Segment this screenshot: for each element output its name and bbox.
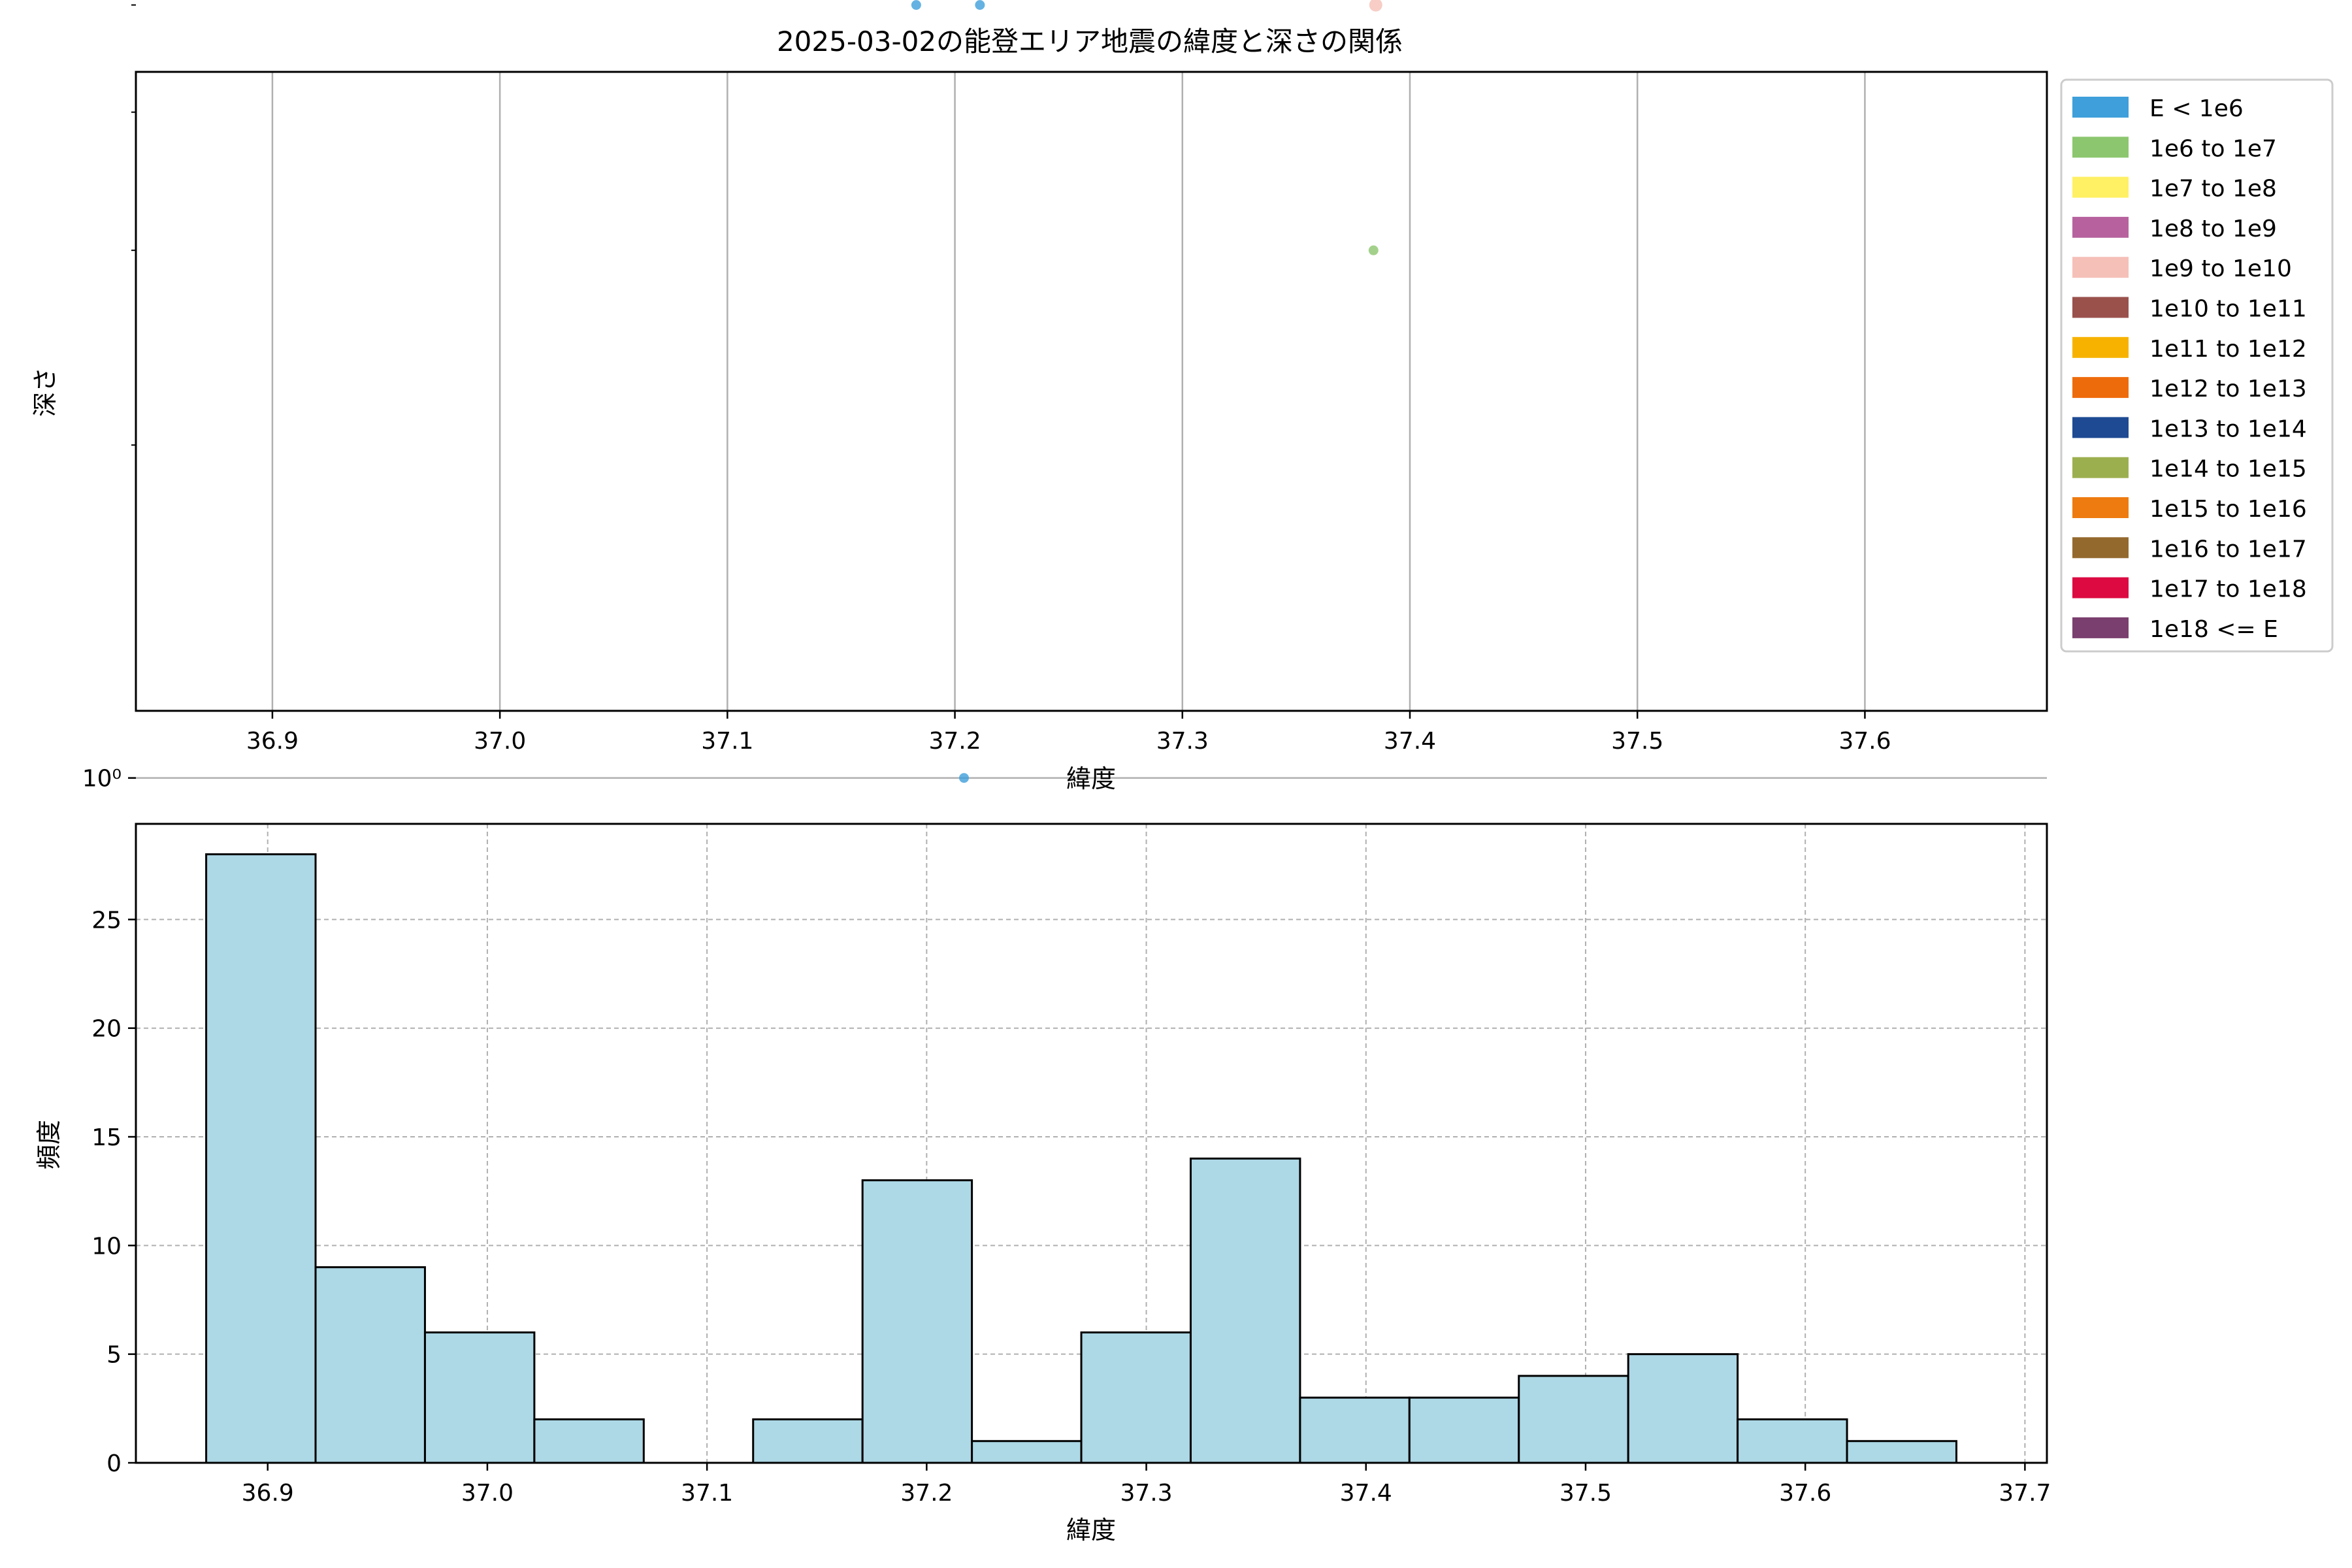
hist-bar bbox=[1080, 1331, 1192, 1464]
hist-bar bbox=[1189, 1157, 1301, 1464]
scatter-x-tick-label: 37.1 bbox=[701, 728, 753, 755]
scatter-x-tick-label: 37.5 bbox=[1611, 728, 1663, 755]
hist-x-tick-label: 37.2 bbox=[900, 1480, 953, 1507]
hist-y-ticks: 0 5 10 15 20 25 bbox=[91, 907, 136, 1477]
scatter-y-tick-label: 10⁰ bbox=[82, 766, 122, 792]
hist-bar bbox=[861, 1179, 973, 1464]
scatter-x-tick-label: 37.3 bbox=[1156, 728, 1209, 755]
scatter-x-tick-label: 37.2 bbox=[928, 728, 981, 755]
legend-label: 1e18 <= E bbox=[2149, 616, 2278, 643]
scatter-legend: E < 1e6 1e6 to 1e7 1e7 to 1e8 1e8 to 1e9 1e9… bbox=[2060, 78, 2334, 653]
legend-swatch bbox=[2072, 257, 2129, 278]
scatter-x-ticks: 36.9 37.0 37.1 37.2 37.3 37.4 37.5 37.6 bbox=[246, 711, 1891, 755]
legend-swatch bbox=[2072, 577, 2129, 598]
hist-x-tick-label: 37.6 bbox=[1779, 1480, 1831, 1507]
hist-x-tick-label: 37.7 bbox=[1999, 1480, 2051, 1507]
legend-label: 1e15 to 1e16 bbox=[2149, 496, 2307, 523]
scatter-plot-frame bbox=[135, 71, 2048, 712]
hist-x-axis-label: 緯度 bbox=[1066, 1516, 1116, 1544]
hist-bar bbox=[1627, 1353, 1739, 1464]
hist-y-tick-label: 5 bbox=[106, 1342, 122, 1369]
scatter-point bbox=[975, 0, 985, 10]
hist-bar bbox=[423, 1331, 536, 1464]
legend-swatch bbox=[2072, 417, 2129, 438]
legend-label: 1e14 to 1e15 bbox=[2149, 456, 2307, 483]
hist-bar bbox=[533, 1418, 645, 1464]
legend-swatch bbox=[2072, 457, 2129, 478]
hist-bar bbox=[1518, 1375, 1629, 1464]
scatter-x-tick-label: 37.6 bbox=[1838, 728, 1891, 755]
legend-swatch bbox=[2072, 336, 2129, 358]
scatter-gridlines bbox=[136, 72, 2047, 779]
hist-x-tick-label: 37.3 bbox=[1120, 1480, 1172, 1507]
legend-swatch bbox=[2072, 617, 2129, 638]
legend-swatch bbox=[2072, 497, 2129, 518]
hist-bar bbox=[1737, 1418, 1848, 1464]
legend-frame bbox=[2060, 78, 2334, 653]
legend-swatch bbox=[2072, 176, 2129, 198]
scatter-x-axis-label: 緯度 bbox=[1066, 764, 1116, 793]
hist-y-tick-label: 25 bbox=[91, 907, 122, 934]
hist-y-axis-label: 頻度 bbox=[35, 1120, 63, 1169]
legend-label: 1e6 to 1e7 bbox=[2149, 135, 2277, 162]
legend-label: 1e11 to 1e12 bbox=[2149, 336, 2307, 363]
legend-label: 1e17 to 1e18 bbox=[2149, 576, 2307, 603]
scatter-x-tick-label: 37.4 bbox=[1384, 728, 1436, 755]
legend-label: 1e12 to 1e13 bbox=[2149, 376, 2307, 402]
scatter-points bbox=[911, 0, 1382, 783]
hist-bar bbox=[752, 1418, 864, 1464]
hist-y-tick-label: 20 bbox=[91, 1016, 122, 1043]
hist-y-tick-label: 10 bbox=[91, 1233, 122, 1260]
scatter-point bbox=[959, 773, 969, 783]
legend-swatch bbox=[2072, 537, 2129, 559]
legend-swatch bbox=[2072, 377, 2129, 399]
scatter-y-ticks: 10⁰10¹ bbox=[82, 4, 136, 792]
hist-bars bbox=[205, 853, 1957, 1464]
hist-bar bbox=[971, 1440, 1083, 1464]
scatter-point bbox=[1368, 245, 1379, 255]
scatter-point bbox=[911, 0, 921, 10]
legend-label: 1e13 to 1e14 bbox=[2149, 416, 2307, 442]
scatter-y-axis-label: 深さ bbox=[31, 367, 59, 417]
legend-swatch bbox=[2072, 297, 2129, 318]
hist-bar bbox=[205, 853, 317, 1464]
hist-x-tick-label: 37.4 bbox=[1340, 1480, 1392, 1507]
hist-bar bbox=[1846, 1440, 1957, 1464]
legend-label: 1e7 to 1e8 bbox=[2149, 176, 2277, 203]
legend-label: 1e10 to 1e11 bbox=[2149, 296, 2307, 323]
scatter-title: 2025-03-02の能登エリア地震の緯度と深さの関係 bbox=[777, 25, 1403, 57]
hist-bar bbox=[1408, 1396, 1520, 1464]
hist-x-tick-label: 37.0 bbox=[461, 1480, 514, 1507]
legend-label: 1e8 to 1e9 bbox=[2149, 216, 2277, 242]
legend-swatch bbox=[2072, 137, 2129, 158]
legend-entries: E < 1e6 1e6 to 1e7 1e7 to 1e8 1e8 to 1e9 1e9… bbox=[2072, 95, 2307, 643]
legend-swatch bbox=[2072, 97, 2129, 118]
scatter-x-tick-label: 36.9 bbox=[246, 728, 299, 755]
scatter-point bbox=[1369, 0, 1382, 12]
scatter-x-tick-label: 37.0 bbox=[474, 728, 526, 755]
hist-x-ticks: 36.9 37.0 37.1 37.2 37.3 37.4 37.5 37.6 37.7 bbox=[242, 1463, 2051, 1507]
hist-x-tick-label: 36.9 bbox=[242, 1480, 294, 1507]
hist-bar bbox=[1299, 1396, 1411, 1464]
hist-plot-frame bbox=[135, 823, 2048, 1464]
hist-x-tick-label: 37.5 bbox=[1560, 1480, 1612, 1507]
hist-y-tick-label: 15 bbox=[91, 1124, 122, 1151]
hist-bar bbox=[314, 1266, 426, 1464]
hist-x-tick-label: 37.1 bbox=[681, 1480, 733, 1507]
legend-swatch bbox=[2072, 216, 2129, 238]
hist-y-tick-label: 0 bbox=[106, 1450, 122, 1477]
legend-label: 1e16 to 1e17 bbox=[2149, 536, 2307, 563]
legend-label: E < 1e6 bbox=[2149, 95, 2244, 122]
legend-label: 1e9 to 1e10 bbox=[2149, 255, 2292, 282]
